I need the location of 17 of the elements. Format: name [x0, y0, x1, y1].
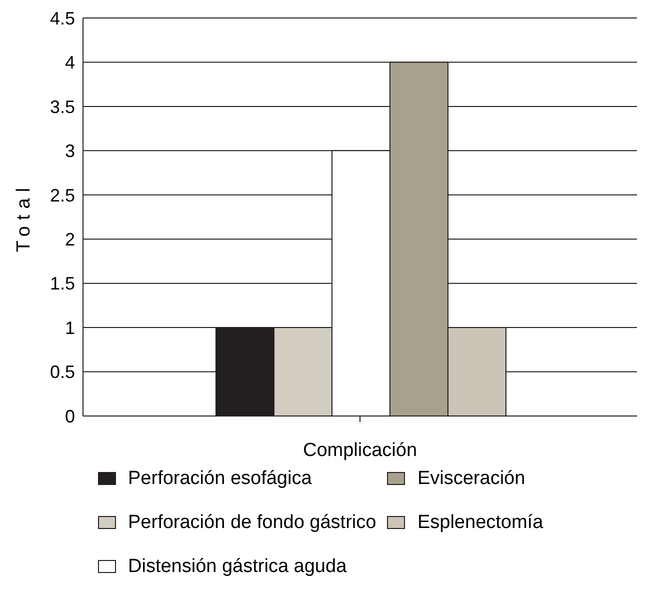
legend-label: Perforación de fondo gástrico [128, 512, 376, 532]
y-tick-label: 2.5 [50, 185, 75, 206]
legend-label: Esplenectomía [417, 512, 544, 532]
y-tick-label: 3.5 [50, 96, 75, 117]
y-tick-label: 4.5 [50, 8, 75, 28]
y-tick-label: 2 [64, 230, 75, 250]
x-axis-title: Complicación [302, 440, 418, 461]
legend-label: Distensión gástrica aguda [128, 556, 347, 576]
y-tick-label: 0.5 [50, 362, 75, 382]
legend-label: Evisceración [417, 468, 526, 488]
y-axis-title: Total [14, 182, 35, 252]
y-tick-label: 3 [64, 141, 75, 162]
y-tick-label: 0 [64, 406, 75, 426]
y-tick-label: 1 [64, 318, 75, 338]
y-tick-label: 1.5 [50, 274, 75, 294]
legend-label: Perforación esofágica [128, 468, 312, 488]
y-tick-label: 4 [64, 52, 75, 73]
